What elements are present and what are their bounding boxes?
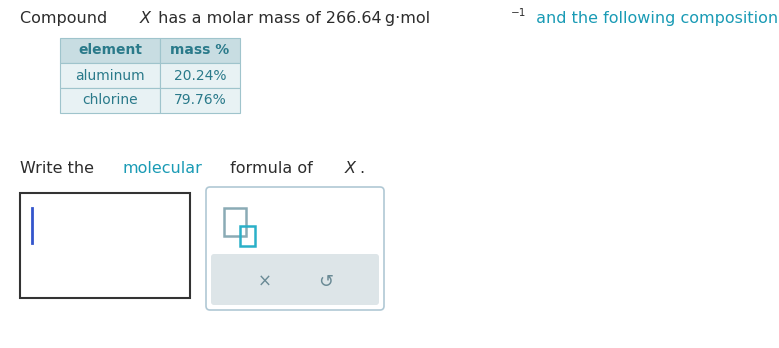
Text: aluminum: aluminum <box>76 69 145 82</box>
Bar <box>160 88 240 113</box>
Bar <box>60 63 160 88</box>
Text: mass %: mass % <box>171 44 230 57</box>
Text: chlorine: chlorine <box>83 94 138 108</box>
Text: −1: −1 <box>511 8 527 18</box>
Text: Write the: Write the <box>20 161 99 176</box>
Bar <box>20 193 190 298</box>
Bar <box>60 38 160 63</box>
FancyBboxPatch shape <box>206 187 384 310</box>
Bar <box>60 88 160 113</box>
Text: X: X <box>345 161 356 176</box>
Bar <box>160 63 240 88</box>
Text: has a molar mass of 266.64 g·mol: has a molar mass of 266.64 g·mol <box>153 11 431 26</box>
Text: molecular: molecular <box>122 161 202 176</box>
Text: formula of: formula of <box>225 161 318 176</box>
Bar <box>240 226 255 246</box>
Text: ↺: ↺ <box>318 272 333 291</box>
Text: .: . <box>359 161 365 176</box>
Text: element: element <box>78 44 142 57</box>
FancyBboxPatch shape <box>211 254 379 305</box>
Text: 20.24%: 20.24% <box>174 69 226 82</box>
Text: 79.76%: 79.76% <box>174 94 227 108</box>
Text: Compound: Compound <box>20 11 112 26</box>
Text: ×: × <box>258 272 271 291</box>
Bar <box>160 38 240 63</box>
Text: and the following composition:: and the following composition: <box>530 11 779 26</box>
Bar <box>224 208 246 236</box>
Text: X: X <box>139 11 150 26</box>
